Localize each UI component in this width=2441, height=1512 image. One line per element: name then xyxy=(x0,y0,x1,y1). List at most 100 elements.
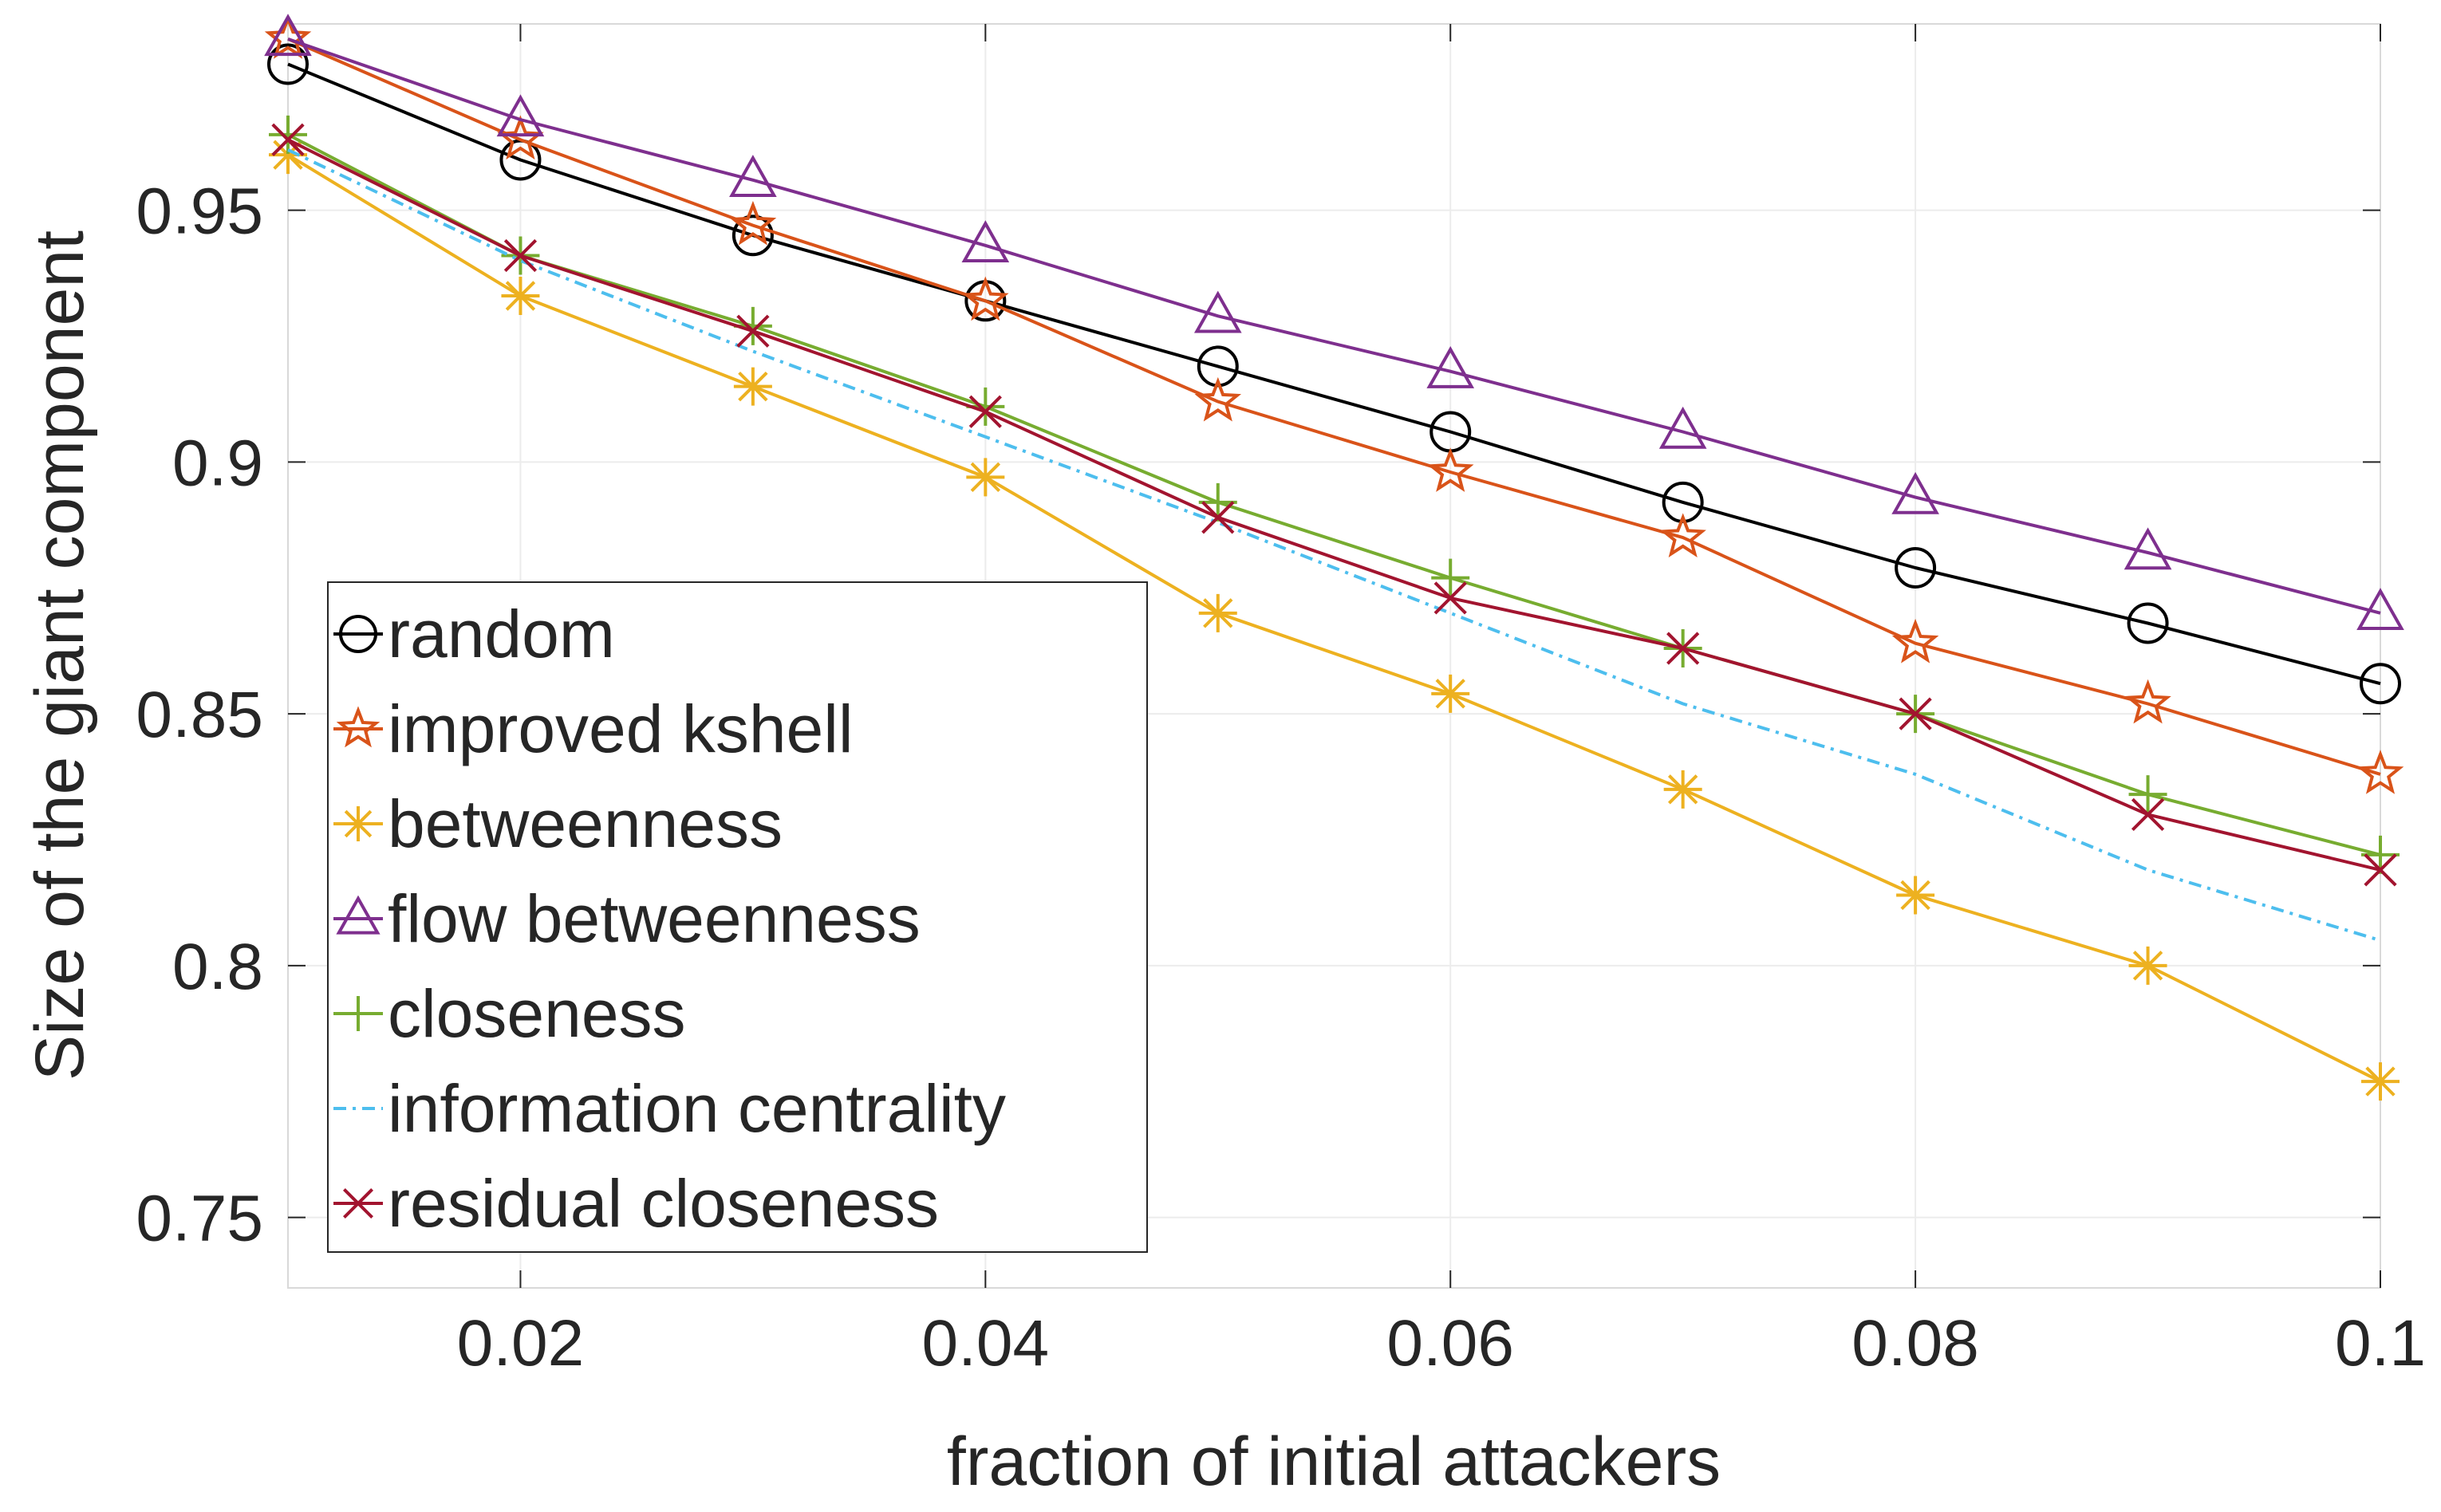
marker-asterisk xyxy=(1431,674,1470,713)
marker-asterisk xyxy=(2128,946,2167,985)
marker-asterisk xyxy=(1663,770,1702,809)
legend-item: improved kshell xyxy=(333,691,854,766)
marker-plus xyxy=(269,115,307,154)
legend-item: flow betweenness xyxy=(333,881,921,956)
marker-triangle xyxy=(1193,290,1242,333)
marker-circle xyxy=(2127,602,2169,644)
marker-triangle xyxy=(1426,346,1475,388)
marker-asterisk xyxy=(1198,593,1237,632)
marker-circle xyxy=(267,43,309,85)
y-tick-label: 0.8 xyxy=(172,931,263,1003)
marker-star xyxy=(497,115,544,160)
y-axis-label: Size of the giant component xyxy=(22,230,98,1081)
x-tick-label: 0.1 xyxy=(2335,1307,2426,1380)
marker-x xyxy=(271,123,305,156)
marker-x xyxy=(968,395,1002,428)
marker-asterisk xyxy=(733,367,772,406)
marker-circle xyxy=(339,615,377,653)
legend-label: random xyxy=(388,597,615,671)
series-line xyxy=(287,37,2381,615)
series-group xyxy=(264,14,2404,1101)
marker-x xyxy=(1666,632,1700,665)
marker-star xyxy=(2356,750,2404,794)
x-tick-label: 0.06 xyxy=(1386,1307,1514,1380)
legend-label: information centrality xyxy=(388,1071,1006,1146)
marker-x xyxy=(1201,501,1235,534)
marker-x xyxy=(2364,853,2397,887)
series-flow-betweenness xyxy=(264,14,2404,631)
marker-asterisk xyxy=(966,458,1005,497)
y-tick-label: 0.85 xyxy=(136,679,263,751)
marker-star xyxy=(264,14,312,59)
marker-triangle xyxy=(961,220,1010,263)
marker-asterisk xyxy=(2361,1062,2400,1101)
legend-item: closeness xyxy=(333,976,686,1051)
marker-triangle xyxy=(336,895,381,935)
marker-plus xyxy=(1198,482,1237,522)
marker-star xyxy=(1426,447,1474,492)
axes: 0.02 0.04 0.06 0.08 0.1 0.75 0.8 0.85 0.9 0.95 xyxy=(136,24,2426,1380)
marker-plus xyxy=(2361,835,2400,874)
marker-x xyxy=(2131,797,2165,832)
marker-x xyxy=(1899,697,1932,730)
marker-star xyxy=(1891,618,1939,663)
marker-asterisk xyxy=(501,276,540,315)
marker-x xyxy=(1433,581,1467,615)
marker-plus xyxy=(2128,775,2167,814)
series-line xyxy=(286,153,2381,1083)
series-line xyxy=(287,138,2381,872)
legend: random improved kshell betweenness flow bet… xyxy=(327,581,1148,1253)
marker-asterisk xyxy=(269,136,307,175)
x-tick-label: 0.04 xyxy=(922,1307,1050,1380)
marker-triangle xyxy=(264,14,312,57)
x-tick-label: 0.02 xyxy=(457,1307,585,1380)
marker-triangle xyxy=(1658,406,1707,449)
series-betweenness xyxy=(269,136,2400,1101)
series-residual-closeness xyxy=(271,123,2397,887)
legend-label: residual closeness xyxy=(388,1166,939,1241)
marker-triangle xyxy=(2124,527,2172,570)
x-axis-label: fraction of initial attackers xyxy=(947,1423,1721,1500)
marker-triangle xyxy=(1891,471,1939,514)
legend-box xyxy=(327,581,1148,1253)
series-line xyxy=(287,148,2381,943)
plot-frame xyxy=(287,23,2381,1289)
marker-triangle xyxy=(729,155,777,197)
marker-circle xyxy=(2360,663,2401,705)
legend-item: betweenness xyxy=(333,786,783,861)
marker-x xyxy=(342,1187,374,1219)
legend-item: information centrality xyxy=(333,1071,1006,1146)
series-line xyxy=(287,37,2381,776)
marker-star xyxy=(1194,376,1242,422)
marker-star xyxy=(336,706,381,748)
legend-label: improved kshell xyxy=(388,691,854,766)
legend-label: betweenness xyxy=(388,786,783,861)
legend-item: residual closeness xyxy=(333,1166,939,1241)
marker-star xyxy=(729,200,777,246)
legend-item: random xyxy=(333,597,615,671)
y-tick-label: 0.75 xyxy=(136,1183,263,1255)
marker-triangle xyxy=(496,94,545,137)
marker-circle xyxy=(1895,546,1937,589)
y-tick-label: 0.9 xyxy=(172,427,263,499)
marker-star xyxy=(2124,679,2171,724)
x-tick-label: 0.08 xyxy=(1851,1307,1979,1380)
marker-asterisk xyxy=(1896,876,1935,915)
marker-x xyxy=(736,314,770,348)
marker-star xyxy=(962,276,1009,321)
marker-triangle xyxy=(2356,588,2404,631)
marker-circle xyxy=(732,215,774,257)
legend-label: flow betweenness xyxy=(388,881,921,956)
y-tick-label: 0.95 xyxy=(136,175,263,248)
marker-plus xyxy=(1431,558,1470,597)
series-line xyxy=(287,133,2381,856)
series-line xyxy=(287,62,2381,686)
marker-star xyxy=(1659,513,1706,558)
legend-label: closeness xyxy=(388,976,686,1051)
series-improved-kshell xyxy=(264,14,2404,794)
marker-x xyxy=(503,238,538,273)
marker-plus xyxy=(341,996,376,1031)
marker-asterisk xyxy=(341,806,376,841)
series-information-centrality xyxy=(287,148,2381,943)
